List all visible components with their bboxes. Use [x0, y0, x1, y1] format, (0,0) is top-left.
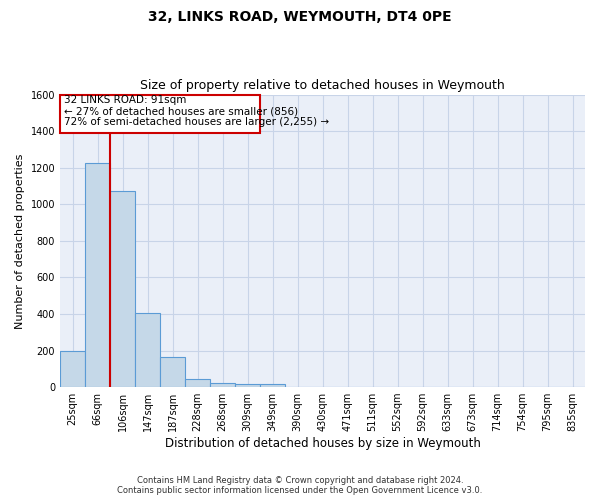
FancyBboxPatch shape: [60, 94, 260, 133]
Title: Size of property relative to detached houses in Weymouth: Size of property relative to detached ho…: [140, 79, 505, 92]
Text: Contains HM Land Registry data © Crown copyright and database right 2024.
Contai: Contains HM Land Registry data © Crown c…: [118, 476, 482, 495]
Text: 32 LINKS ROAD: 91sqm: 32 LINKS ROAD: 91sqm: [64, 96, 186, 106]
Bar: [60, 350, 85, 387]
Bar: [85, 163, 110, 387]
Bar: [135, 313, 160, 387]
Bar: [110, 190, 135, 387]
X-axis label: Distribution of detached houses by size in Weymouth: Distribution of detached houses by size …: [164, 437, 481, 450]
Bar: [235, 384, 260, 387]
Y-axis label: Number of detached properties: Number of detached properties: [15, 153, 25, 328]
Bar: [210, 384, 235, 387]
Bar: [260, 384, 285, 387]
Bar: [160, 357, 185, 387]
Bar: [185, 379, 210, 387]
Text: 32, LINKS ROAD, WEYMOUTH, DT4 0PE: 32, LINKS ROAD, WEYMOUTH, DT4 0PE: [148, 10, 452, 24]
Text: 72% of semi-detached houses are larger (2,255) →: 72% of semi-detached houses are larger (…: [64, 116, 329, 126]
Text: ← 27% of detached houses are smaller (856): ← 27% of detached houses are smaller (85…: [64, 106, 298, 116]
